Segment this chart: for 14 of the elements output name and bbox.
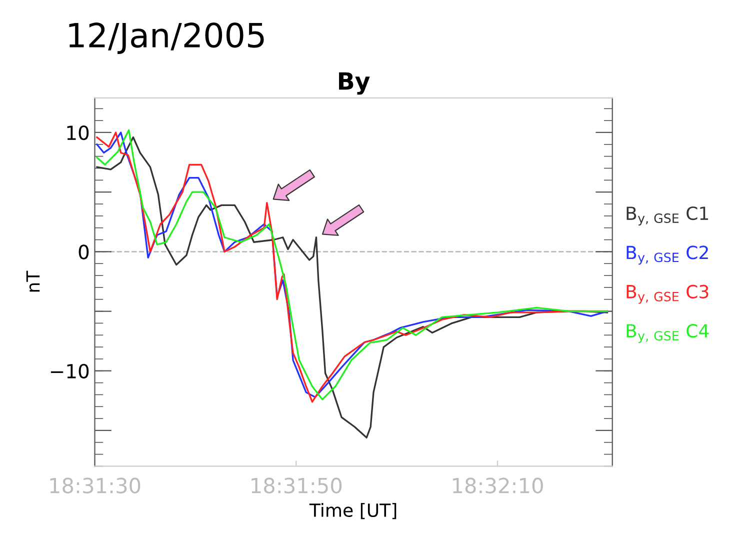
series-label: B$_{y,GSE}$ C3 xyxy=(626,284,708,304)
y-axis-title: nT xyxy=(26,270,40,292)
y-tick-label: −10 xyxy=(50,364,89,379)
x-tick-label: 18:31:30 xyxy=(50,478,140,494)
x-tick-label: 18:32:10 xyxy=(453,478,543,494)
chart-subtitle: By xyxy=(339,72,370,95)
chart-title: 12/Jan/2005 xyxy=(69,22,264,54)
text: B$_{y,GSE}$ C2 xyxy=(626,246,708,265)
y-tick-label: 0 xyxy=(78,244,89,260)
text: B$_{y,GSE}$ C1 xyxy=(626,206,708,226)
series-label: B$_{y,GSE}$ C4 xyxy=(626,324,709,343)
x-axis-title: Time [UT] xyxy=(309,503,396,520)
x-tick-label: 18:31:50 xyxy=(252,478,342,494)
y-tick-label: 10 xyxy=(67,125,89,140)
